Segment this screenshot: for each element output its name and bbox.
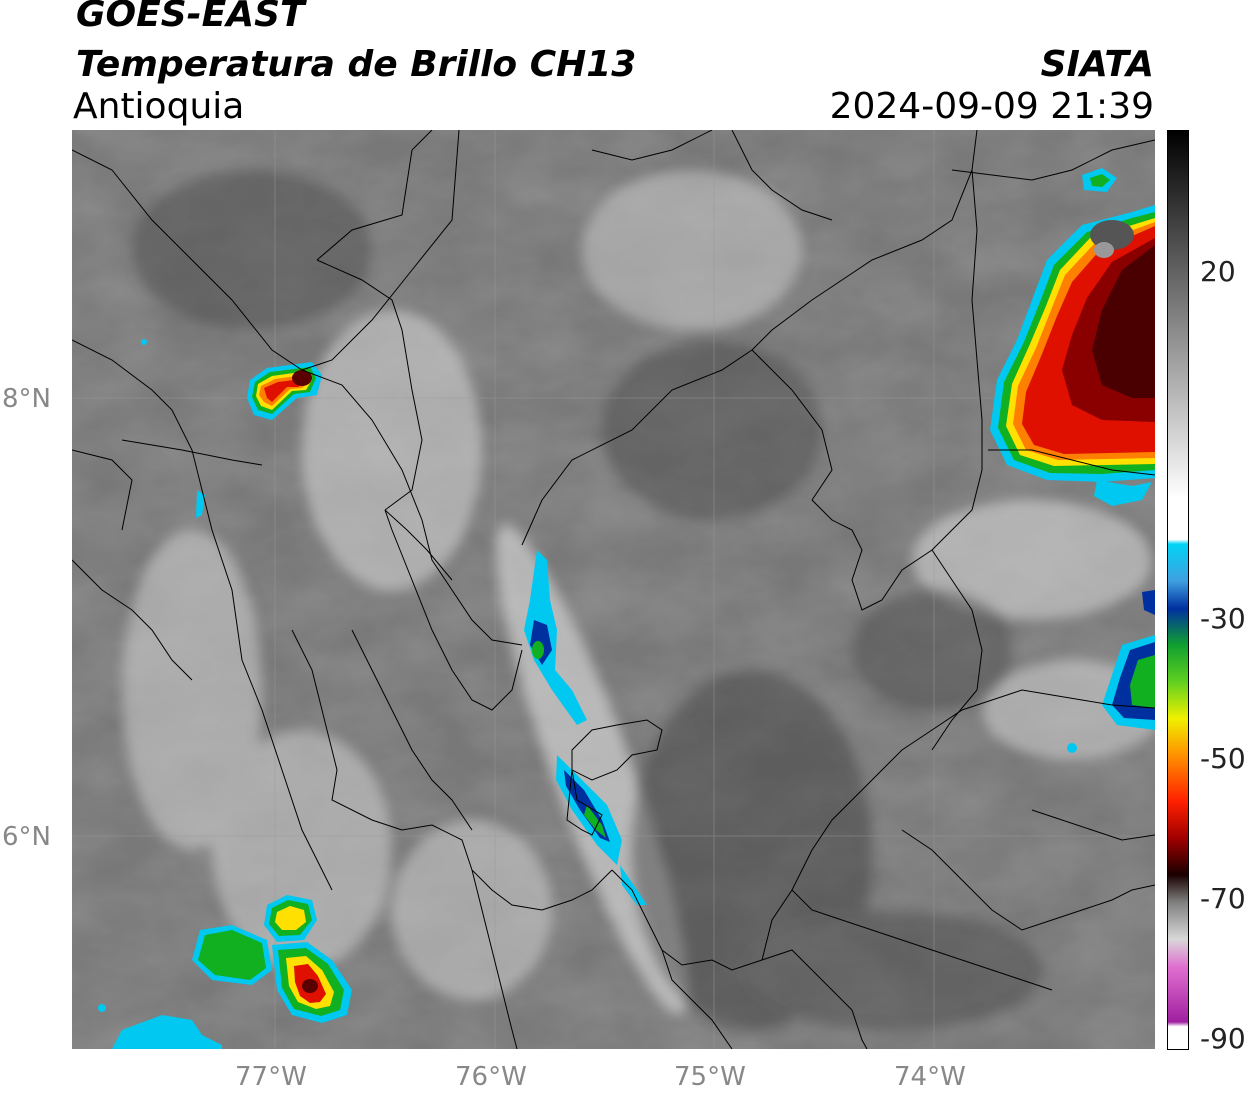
colorbar-label-20: 20 [1200, 255, 1236, 288]
title-organization: SIATA [1040, 44, 1154, 85]
dark-warm-ground [132, 170, 1042, 1030]
title-satellite: GOES-EAST [76, 0, 305, 35]
colorbar-label-minus90: -90 [1200, 1022, 1246, 1055]
lon-tick-76w: 76°W [455, 1062, 527, 1092]
title-timestamp: 2024-09-09 21:39 [829, 86, 1154, 127]
storm-cell-east-middle [1067, 590, 1155, 753]
lon-tick-75w: 75°W [674, 1062, 746, 1092]
title-region: Antioquia [73, 86, 245, 127]
colorbar-label-minus50: -50 [1200, 742, 1246, 775]
storm-cell-northwest [247, 362, 322, 420]
lat-tick-8n: 8°N [2, 384, 51, 414]
satellite-map [72, 130, 1155, 1049]
boundaries [72, 130, 1155, 1049]
lon-tick-74w: 74°W [894, 1062, 966, 1092]
storm-cells-southwest [98, 339, 352, 1049]
colorbar [1167, 130, 1189, 1050]
colorbar-label-minus30: -30 [1200, 602, 1246, 635]
lat-tick-6n: 6°N [2, 822, 51, 852]
colorbar-label-minus70: -70 [1200, 882, 1246, 915]
title-product: Temperatura de Brillo CH13 [76, 44, 637, 85]
lon-tick-77w: 77°W [235, 1062, 307, 1092]
storm-cell-northeast [990, 168, 1155, 506]
